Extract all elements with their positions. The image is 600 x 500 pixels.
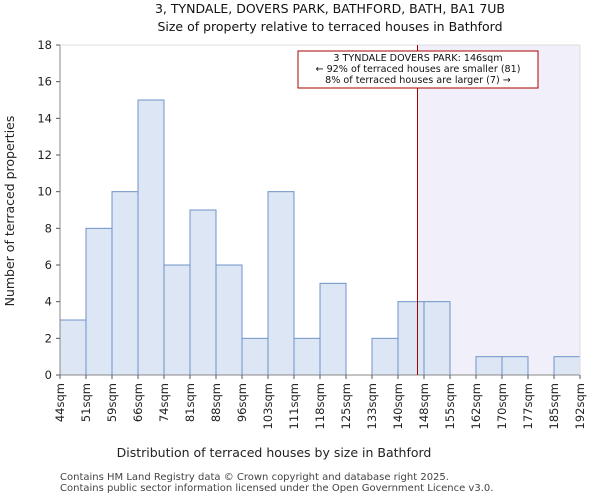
y-tick-label: 4 [45, 295, 52, 309]
x-tick-label: 133sqm [365, 383, 379, 429]
ticks-layer: 0 2 4 6 8 10 12 14 16 18 44sqm 51sqm 59sqm 66sqm 74sqm… [37, 38, 587, 429]
y-axis-label: Number of terraced properties [2, 116, 17, 307]
x-axis-label: Distribution of terraced houses by size … [117, 445, 432, 460]
y-tick-label: 2 [45, 331, 52, 345]
y-tick-label: 16 [37, 75, 52, 89]
x-tick-label: 125sqm [339, 383, 353, 429]
x-tick-label: 74sqm [157, 383, 171, 422]
bar-44sqm [59, 319, 87, 376]
x-tick-label: 51sqm [79, 383, 93, 422]
chart-subtitle: Size of property relative to terraced ho… [157, 19, 502, 34]
x-tick-label: 185sqm [547, 383, 561, 429]
x-tick-label: 118sqm [313, 383, 327, 429]
x-tick-label: 140sqm [391, 383, 405, 429]
y-tick-label: 18 [37, 38, 52, 52]
y-tick-label: 8 [45, 221, 52, 235]
marker-annotation: 3 TYNDALE DOVERS PARK: 146sqm ← 92% of t… [297, 50, 539, 89]
annotation-box [297, 50, 539, 89]
x-tick-label: 155sqm [443, 383, 457, 429]
chart-title: 3, TYNDALE, DOVERS PARK, BATHFORD, BATH,… [155, 1, 505, 16]
x-tick-label: 44sqm [53, 383, 67, 422]
bar-111sqm [293, 337, 321, 376]
y-tick-label: 12 [37, 148, 52, 162]
footer-line-2: Contains public sector information licen… [60, 483, 494, 494]
bar-59sqm [111, 191, 139, 376]
bar-51sqm [85, 227, 113, 376]
x-tick-label: 162sqm [469, 383, 483, 429]
x-tick-label: 177sqm [521, 383, 535, 429]
bar-88sqm [215, 264, 243, 376]
bar-162sqm [475, 356, 503, 376]
bar-96sqm [241, 337, 269, 376]
bar-170sqm [501, 356, 529, 376]
bar-118sqm [319, 282, 347, 376]
y-tick-label: 10 [37, 185, 52, 199]
y-tick-label: 6 [45, 258, 52, 272]
bar-133sqm [371, 337, 399, 376]
annotation-line-3: 8% of terraced houses are larger (7) → [325, 75, 511, 86]
x-tick-label: 88sqm [209, 383, 223, 422]
annotation-line-2: ← 92% of terraced houses are smaller (81… [315, 64, 520, 75]
bar-74sqm [163, 264, 191, 376]
bar-66sqm [137, 99, 165, 376]
bar-140sqm [397, 301, 425, 376]
x-tick-label: 59sqm [105, 383, 119, 422]
annotation-line-1: 3 TYNDALE DOVERS PARK: 146sqm [333, 53, 502, 64]
y-tick-label: 14 [37, 111, 52, 125]
bar-81sqm [189, 209, 217, 376]
x-tick-label: 170sqm [495, 383, 509, 429]
x-tick-label: 103sqm [261, 383, 275, 429]
bars-layer [59, 99, 581, 376]
bar-103sqm [267, 191, 295, 376]
x-tick-label: 96sqm [235, 383, 249, 422]
bar-148sqm [423, 301, 451, 376]
x-tick-label: 111sqm [287, 383, 301, 429]
x-tick-label: 148sqm [417, 383, 431, 429]
x-tick-label: 192sqm [573, 383, 587, 429]
x-tick-label: 81sqm [183, 383, 197, 422]
footer-line-1: Contains HM Land Registry data © Crown c… [60, 472, 449, 483]
x-tick-label: 66sqm [131, 383, 145, 422]
bar-185sqm [553, 356, 581, 376]
y-tick-label: 0 [45, 368, 52, 382]
